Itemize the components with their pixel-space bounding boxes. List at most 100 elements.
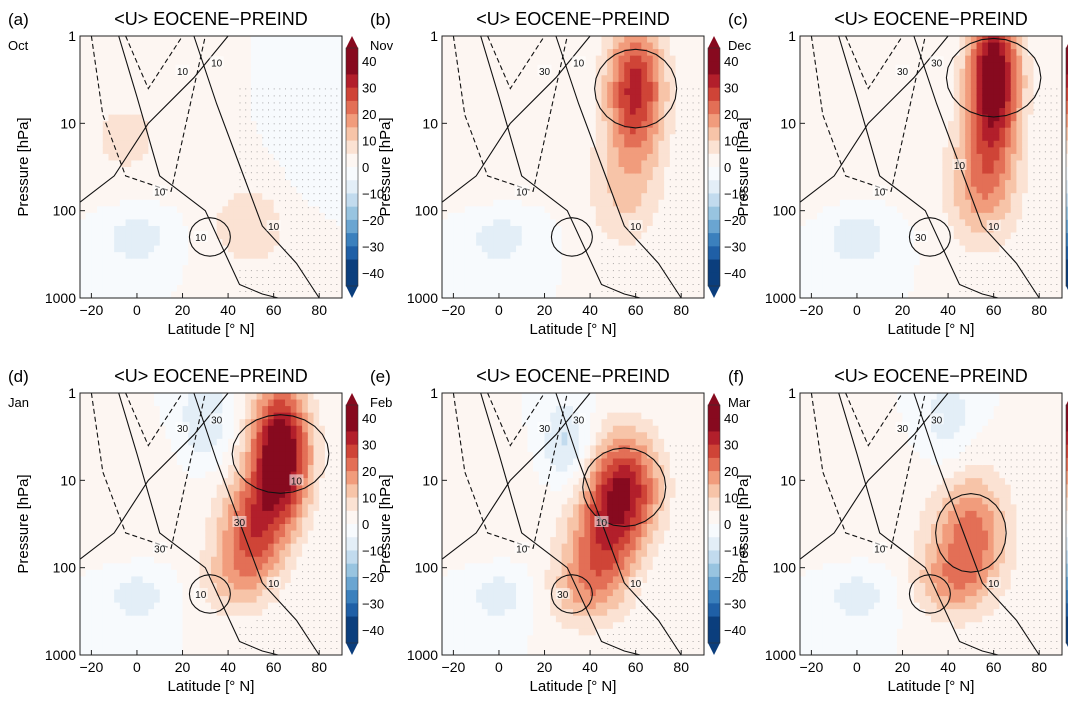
panel-letter: (f) <box>728 367 744 386</box>
x-tick-label: 0 <box>853 302 861 318</box>
significance-stipple <box>239 88 338 292</box>
contour-label: 30 <box>177 424 189 435</box>
x-tick-label: 20 <box>895 659 911 675</box>
panel-letter: (e) <box>370 367 391 386</box>
heatmap-field <box>442 36 705 299</box>
colorbar-tick-label: 0 <box>362 517 369 532</box>
x-tick-label: −20 <box>80 659 104 675</box>
colorbar-tick-label: 40 <box>362 411 376 426</box>
significance-stipple <box>959 445 1058 649</box>
x-tick-label: 0 <box>133 659 141 675</box>
heatmap-field <box>80 393 343 656</box>
y-axis-label: Pressure [hPa] <box>735 117 752 216</box>
colorbar-tick-label: 20 <box>362 464 376 479</box>
x-tick-label: 60 <box>628 302 644 318</box>
colorbar-tick-label: 20 <box>724 464 738 479</box>
y-tick-label: 1000 <box>407 647 438 663</box>
x-tick-label: 60 <box>266 302 282 318</box>
x-tick-label: 80 <box>673 302 689 318</box>
colorbar-tick-label: −10 <box>362 543 384 558</box>
x-tick-label: 40 <box>220 302 236 318</box>
chart-title: <U> EOCENE−PREIND <box>476 9 670 29</box>
colorbar-tick-label: 10 <box>362 491 376 506</box>
y-tick-label: 1 <box>68 385 76 401</box>
x-tick-label: 20 <box>537 659 553 675</box>
colorbar-tick-label: 30 <box>724 438 738 453</box>
contour-labels: 30 30 10 10 30 10 <box>514 413 643 601</box>
panel-letter: (d) <box>8 367 29 386</box>
x-tick-label: 80 <box>311 302 327 318</box>
contour-label: 30 <box>931 415 943 426</box>
colorbar-tick-label: −10 <box>724 186 746 201</box>
x-tick-label: 60 <box>266 659 282 675</box>
x-tick-label: 80 <box>311 659 327 675</box>
y-tick-label: 100 <box>53 560 77 576</box>
contour-lines <box>441 35 682 299</box>
colorbar-tick-label: 20 <box>362 107 376 122</box>
colorbar-tick-label: −40 <box>724 266 746 281</box>
colorbar-tick-label: 10 <box>362 134 376 149</box>
heatmap-field <box>800 36 1063 299</box>
contour-label: 10 <box>573 58 585 69</box>
chart-title: <U> EOCENE−PREIND <box>114 9 308 29</box>
contour-labels: 30 30 10 10 30 10 <box>872 56 1001 244</box>
plot-frame <box>799 35 1063 299</box>
x-tick-label: −20 <box>442 659 466 675</box>
x-tick-label: 20 <box>175 302 191 318</box>
y-axis-label: Pressure [hPa] <box>15 474 32 573</box>
colorbar-tick-label: −30 <box>362 239 384 254</box>
x-axis-label: Latitude [° N] <box>888 678 975 695</box>
y-tick-label: 1000 <box>407 290 438 306</box>
heatmap-field <box>800 393 1063 656</box>
colorbar-tick-label: −40 <box>724 623 746 638</box>
contour-label: 10 <box>211 58 223 69</box>
colorbar-tick-label: −20 <box>362 570 384 585</box>
x-tick-label: 80 <box>673 659 689 675</box>
x-tick-label: 40 <box>940 659 956 675</box>
contour-label: 10 <box>988 222 1000 233</box>
x-tick-label: 60 <box>628 659 644 675</box>
panel-month: Feb <box>370 395 392 410</box>
significance-stipple <box>959 88 1058 292</box>
y-axis-label: Pressure [hPa] <box>735 474 752 573</box>
y-tick-label: 100 <box>773 203 797 219</box>
y-tick-label: 100 <box>773 560 797 576</box>
x-tick-label: 60 <box>986 302 1002 318</box>
panel-letter: (c) <box>728 10 748 29</box>
y-tick-label: 1 <box>430 28 438 44</box>
contour-label: 30 <box>931 58 943 69</box>
y-tick-label: 100 <box>53 203 77 219</box>
contour-label: 10 <box>988 579 1000 590</box>
x-tick-label: 40 <box>940 302 956 318</box>
significance-stipple <box>239 445 338 649</box>
contour-label: 10 <box>268 579 280 590</box>
x-tick-label: 0 <box>133 302 141 318</box>
contour-label: 30 <box>557 590 569 601</box>
y-axis-label: Pressure [hPa] <box>377 474 394 573</box>
y-axis-label: Pressure [hPa] <box>15 117 32 216</box>
colorbar-tick-label: −20 <box>724 213 746 228</box>
chart-title: <U> EOCENE−PREIND <box>476 366 670 386</box>
y-tick-label: 1000 <box>765 290 796 306</box>
contour-label: 10 <box>954 161 966 172</box>
x-tick-label: 80 <box>1031 302 1047 318</box>
colorbar-extend-bottom <box>346 286 358 298</box>
colorbar-tick-label: 0 <box>362 160 369 175</box>
colorbar-tick-label: 10 <box>724 134 738 149</box>
panel-mar: 30 30 10 10 −20 0 20 40 60 80 1 10 100 1000 (f) Mar <U> … <box>728 366 1068 695</box>
chart-title: <U> EOCENE−PREIND <box>114 366 308 386</box>
y-tick-label: 1 <box>788 28 796 44</box>
heatmap-field <box>80 36 343 299</box>
y-tick-label: 100 <box>415 560 439 576</box>
panel-month: Dec <box>728 38 752 53</box>
colorbar-tick-label: 0 <box>724 517 731 532</box>
x-axis-label: Latitude [° N] <box>530 321 617 338</box>
contour-labels: 10 10 10 10 10 <box>152 56 281 244</box>
contour-lines <box>799 392 1040 656</box>
colorbar-tick-label: −30 <box>362 596 384 611</box>
